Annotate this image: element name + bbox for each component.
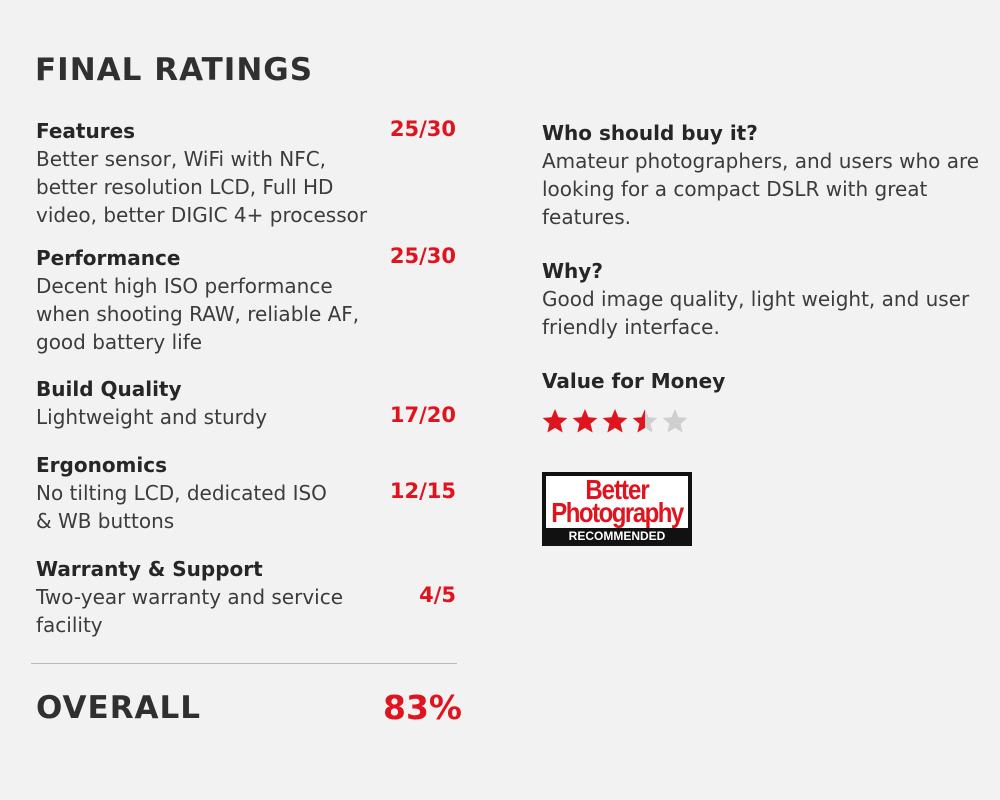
rating-label: Ergonomics	[36, 453, 168, 477]
why-section: Why? Good image quality, light weight, a…	[542, 257, 982, 341]
badge-line1: Better	[585, 474, 649, 506]
rating-performance: Performance Decent high ISO performance …	[36, 244, 462, 356]
badge-recommended: RECOMMENDED	[568, 529, 666, 543]
overall-label: OVERALL	[36, 690, 202, 726]
page-title: FINAL RATINGS	[35, 52, 314, 88]
why-question: Why?	[542, 259, 603, 283]
rating-description: Lightweight and sturdy	[36, 405, 268, 429]
value-for-money: Value for Money	[542, 367, 982, 395]
badge-logo-text: Better Photography	[546, 476, 688, 528]
rating-label: Features	[36, 119, 136, 143]
star-filled-icon	[572, 409, 598, 433]
star-half-icon	[632, 409, 645, 433]
better-photography-logo: Better Photography RECOMMENDED	[542, 472, 692, 546]
rating-score: 25/30	[389, 117, 456, 141]
rating-features: Features Better sensor, WiFi with NFC, b…	[36, 117, 462, 229]
rating-build-quality: Build Quality Lightweight and sturdy 17/…	[36, 375, 462, 431]
divider	[31, 663, 457, 664]
rating-score: 25/30	[389, 244, 456, 268]
why-answer: Good image quality, light weight, and us…	[542, 287, 970, 339]
star-filled-icon	[542, 409, 568, 433]
rating-ergonomics: Ergonomics No tilting LCD, dedicated ISO…	[36, 451, 462, 535]
rating-score: 4/5	[419, 583, 456, 607]
rating-label: Warranty & Support	[36, 557, 263, 581]
who-question: Who should buy it?	[542, 121, 758, 145]
rating-description: Two-year warranty and service facility	[36, 585, 344, 637]
rating-description: No tilting LCD, dedicated ISO & WB butto…	[36, 481, 327, 533]
value-for-money-label: Value for Money	[542, 369, 726, 393]
rating-description: Better sensor, WiFi with NFC, better res…	[36, 147, 368, 227]
star-filled-icon	[602, 409, 628, 433]
who-should-buy: Who should buy it? Amateur photographers…	[542, 119, 982, 231]
rating-description: Decent high ISO performance when shootin…	[36, 274, 360, 354]
star-empty-icon	[662, 409, 688, 433]
rating-score: 12/15	[389, 479, 456, 503]
rating-score: 17/20	[389, 403, 456, 427]
badge-line2: Photography	[551, 497, 684, 529]
rating-label: Build Quality	[36, 377, 182, 401]
star-rating	[542, 409, 688, 433]
who-answer: Amateur photographers, and users who are…	[542, 149, 980, 229]
overall-score: 83%	[383, 688, 462, 727]
rating-label: Performance	[36, 246, 181, 270]
rating-warranty-support: Warranty & Support Two-year warranty and…	[36, 555, 462, 639]
